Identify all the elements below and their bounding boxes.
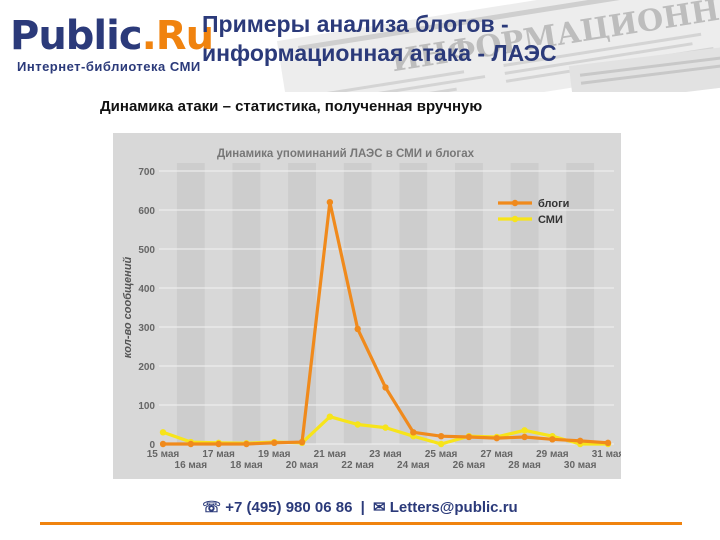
data-point-blogs: [382, 384, 389, 391]
chart-band: [399, 163, 428, 444]
y-tick-label: 400: [138, 284, 155, 295]
data-point-blogs: [187, 440, 195, 448]
x-tick-label: 21 мая: [314, 449, 347, 460]
y-tick-label: 500: [138, 245, 155, 256]
data-point-blogs: [326, 199, 334, 206]
data-point-blogs: [521, 433, 528, 441]
footer-email[interactable]: Letters@public.ru: [389, 499, 518, 516]
x-tick-label: 29 мая: [536, 449, 569, 460]
y-tick-label: 0: [149, 440, 155, 451]
logo-text: Public.Ru: [10, 13, 214, 59]
x-tick-label: 19 мая: [258, 449, 291, 460]
x-tick-label: 18 мая: [230, 460, 263, 471]
x-tick-label: 31 мая: [592, 449, 621, 460]
x-tick-label: 16 мая: [175, 460, 208, 471]
chart-band: [232, 163, 261, 444]
x-tick-label: 24 мая: [397, 460, 430, 471]
chart-band: [288, 163, 316, 444]
x-tick-label: 25 мая: [425, 449, 458, 460]
y-tick-label: 100: [138, 401, 155, 412]
x-tick-label: 20 мая: [286, 460, 319, 471]
data-point-blogs: [493, 434, 500, 442]
chart-container: 0 100 200 300 400 500 600 700 Динамика упоминани…: [113, 133, 624, 479]
x-tick-label: 23 мая: [369, 449, 402, 460]
phone-icon: ☏: [202, 499, 222, 516]
x-tick-label: 26 мая: [453, 460, 486, 471]
data-point-blogs: [354, 325, 361, 333]
x-tick-label: 17 мая: [202, 449, 235, 460]
x-tick-label: 30 мая: [564, 460, 597, 471]
chart-band: [343, 163, 372, 444]
legend-label: блоги: [538, 198, 569, 210]
legend-marker: [511, 199, 519, 207]
line-chart: 0 100 200 300 400 500 600 700 Динамика упоминани…: [113, 133, 624, 479]
y-tick-label: 700: [138, 167, 155, 178]
data-point-media: [437, 440, 445, 448]
data-point-blogs: [410, 429, 417, 436]
data-point-blogs: [215, 440, 222, 448]
slide-subtitle: Динамика атаки – статистика, полученная …: [100, 98, 483, 115]
newspaper-collage-image: ИНФОРМАЦИОННЫЙ ВЕСТНИК: [240, 0, 720, 92]
data-point-blogs: [465, 433, 473, 441]
data-point-media: [521, 427, 528, 434]
x-tick-label: 27 мая: [480, 449, 513, 460]
y-tick-label: 600: [138, 206, 155, 217]
data-point-blogs: [271, 439, 278, 447]
footer-separator: |: [360, 499, 365, 516]
x-tick-label: 28 мая: [508, 460, 541, 471]
slide-title: Примеры анализа блогов - информационная …: [202, 10, 712, 68]
chart-band: [455, 163, 483, 444]
data-point-blogs: [437, 433, 445, 440]
chart-title: Динамика упоминаний ЛАЭС в СМИ и блогах: [217, 148, 475, 160]
data-point-blogs: [604, 439, 612, 447]
legend-marker: [511, 215, 519, 223]
data-point-media: [382, 424, 389, 431]
footer-contacts: ☏ +7 (495) 980 06 86 | ✉ Letters@public.…: [0, 498, 720, 516]
chart-band: [176, 163, 205, 444]
y-axis-label: кол-во сообщений: [122, 256, 134, 358]
data-point-blogs: [159, 440, 167, 448]
chart-band: [566, 163, 595, 444]
x-tick-label: 15 мая: [147, 449, 180, 460]
footer-phone[interactable]: +7 (495) 980 06 86: [225, 499, 353, 516]
y-tick-label: 200: [138, 362, 155, 373]
data-point-blogs: [298, 438, 306, 446]
y-tick-label: 300: [138, 323, 155, 334]
data-point-media: [326, 413, 334, 420]
footer-divider-line: [40, 522, 682, 525]
public-ru-logo[interactable]: Public.Ru: [10, 14, 214, 58]
data-point-blogs: [576, 437, 584, 445]
data-point-blogs: [549, 436, 556, 443]
data-point-media: [354, 421, 361, 428]
legend-label: СМИ: [538, 214, 563, 226]
logo-tagline: Интернет-библиотека СМИ: [17, 59, 201, 74]
slide-title-line-2: информационная атака - ЛАЭС: [202, 40, 557, 66]
data-point-blogs: [243, 440, 250, 448]
envelope-icon: ✉: [372, 499, 386, 516]
slide-title-line-1: Примеры анализа блогов -: [202, 11, 509, 37]
data-point-media: [159, 429, 167, 436]
x-tick-label: 22 мая: [341, 460, 374, 471]
